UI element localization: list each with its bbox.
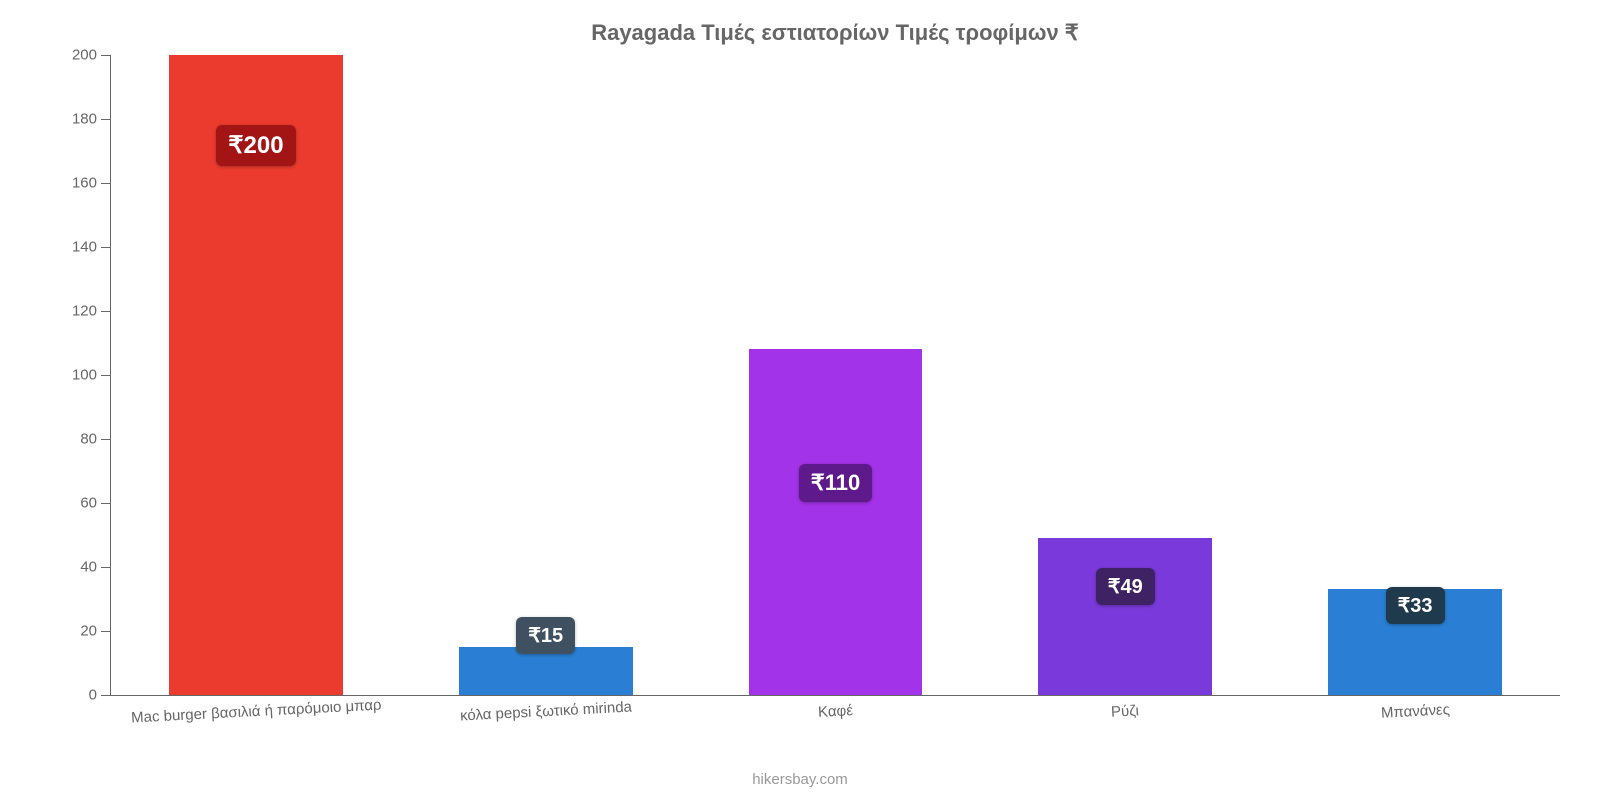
x-label-slot: Mac burger βασιλιά ή παρόμοιο μπαρ: [111, 695, 401, 720]
bar-value-badge: ₹33: [1386, 587, 1445, 624]
bar-value-badge: ₹110: [799, 464, 873, 502]
x-axis-label: Μπανάνες: [1380, 701, 1450, 722]
y-tick-label: 60: [80, 495, 111, 512]
y-tick-label: 40: [80, 559, 111, 576]
x-axis-label: Mac burger βασιλιά ή παρόμοιο μπαρ: [130, 696, 381, 726]
bar-value-badge: ₹49: [1096, 568, 1155, 605]
chart-title: Rayagada Τιμές εστιατορίων Τιμές τροφίμω…: [110, 20, 1560, 46]
attribution-text: hikersbay.com: [0, 771, 1600, 788]
bar-slot: ₹15: [401, 56, 691, 695]
y-tick-label: 180: [72, 111, 111, 128]
bar-value-badge: ₹200: [216, 125, 295, 166]
x-label-slot: Μπανάνες: [1270, 695, 1560, 720]
bar-slot: ₹110: [691, 56, 981, 695]
bar: ₹110: [749, 349, 923, 695]
bar: ₹200: [169, 55, 343, 695]
bars-row: ₹200 ₹15 ₹110 ₹49 ₹33: [111, 56, 1560, 695]
x-label-slot: Καφέ: [691, 695, 981, 720]
plot-area: ₹200₹15₹110₹49₹33 Mac burger βασιλιά ή π…: [110, 56, 1560, 696]
x-axis-label: κόλα pepsi ξωτικό mirinda: [459, 699, 632, 725]
bar-slot: ₹49: [980, 56, 1270, 695]
y-tick-label: 100: [72, 367, 111, 384]
x-label-slot: Ρύζι: [980, 695, 1270, 720]
y-tick-label: 160: [72, 175, 111, 192]
y-tick-label: 140: [72, 239, 111, 256]
bar-slot: ₹33: [1270, 56, 1560, 695]
x-axis-label: Καφέ: [818, 702, 854, 721]
bar: ₹15: [459, 647, 633, 695]
x-label-slot: κόλα pepsi ξωτικό mirinda: [401, 695, 691, 720]
x-labels-row: Mac burger βασιλιά ή παρόμοιο μπαρκόλα p…: [111, 695, 1560, 720]
bar-slot: ₹200: [111, 56, 401, 695]
x-axis-label: Ρύζι: [1111, 702, 1140, 720]
y-tick-label: 200: [72, 47, 111, 64]
bar: ₹49: [1038, 538, 1212, 695]
bar-value-badge: ₹15: [516, 617, 575, 654]
y-tick-label: 20: [80, 623, 111, 640]
y-tick-label: 80: [80, 431, 111, 448]
bar: ₹33: [1328, 589, 1502, 695]
y-tick-label: 0: [89, 687, 111, 704]
chart-container: Rayagada Τιμές εστιατορίων Τιμές τροφίμω…: [0, 0, 1600, 800]
y-tick-label: 120: [72, 303, 111, 320]
